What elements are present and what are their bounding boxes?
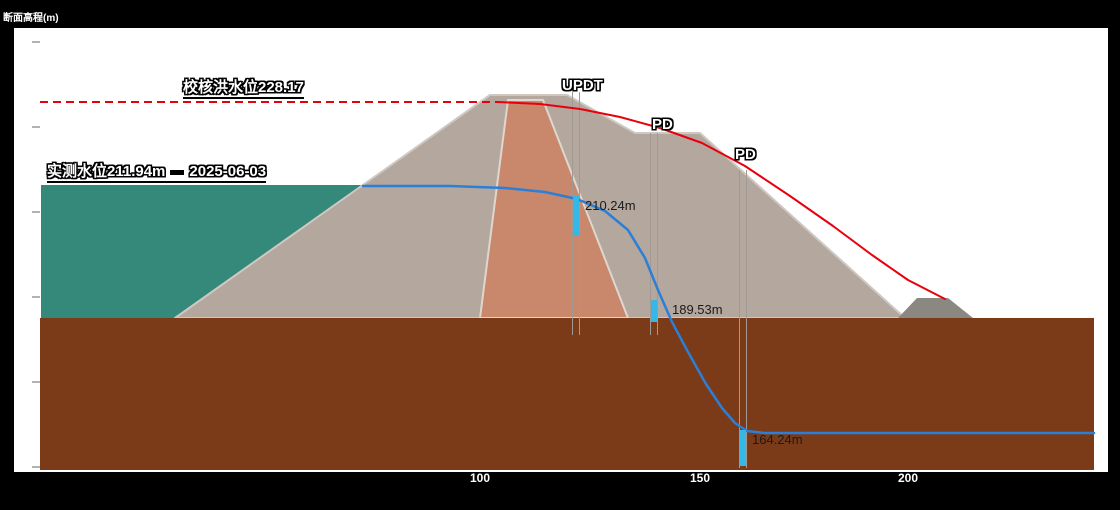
borehole-pd-2 — [739, 170, 747, 468]
x-tick-100: 100 — [469, 471, 491, 485]
reservoir-water-area — [41, 185, 363, 318]
piezometer-label-updt: UPDT — [562, 77, 603, 94]
borehole-water-column-pd-2 — [740, 430, 746, 466]
flood-level-label: 校核洪水位228.17 — [183, 79, 304, 99]
x-tick-150: 150 — [689, 471, 711, 485]
piezometer-reading-updt: 210.24m — [585, 198, 636, 213]
borehole-updt — [572, 92, 580, 335]
foundation-area — [40, 318, 1094, 470]
piezometer-reading-pd-2: 164.24m — [752, 432, 803, 447]
measured-level-label: 实测水位211.94m 2025-06-03 — [47, 163, 267, 183]
y-axis-ticks — [32, 41, 40, 468]
borehole-water-column-pd-1 — [651, 300, 657, 322]
piezometer-label-pd-1: PD — [652, 116, 673, 133]
piezometer-reading-pd-1: 189.53m — [672, 302, 723, 317]
measured-level-date: 2025-06-03 — [189, 163, 267, 180]
borehole-pd-1 — [650, 133, 658, 335]
x-tick-200: 200 — [897, 471, 919, 485]
piezometer-label-pd-2: PD — [735, 146, 756, 163]
measured-level-text: 实测水位211.94m — [47, 163, 166, 180]
y-axis-title: 断面高程(m) — [3, 13, 59, 24]
date-separator — [170, 169, 185, 175]
rock-toe — [898, 298, 973, 318]
flood-level-curve — [496, 101, 946, 300]
phreatic-line — [361, 184, 1096, 435]
borehole-water-column-updt — [573, 196, 579, 236]
